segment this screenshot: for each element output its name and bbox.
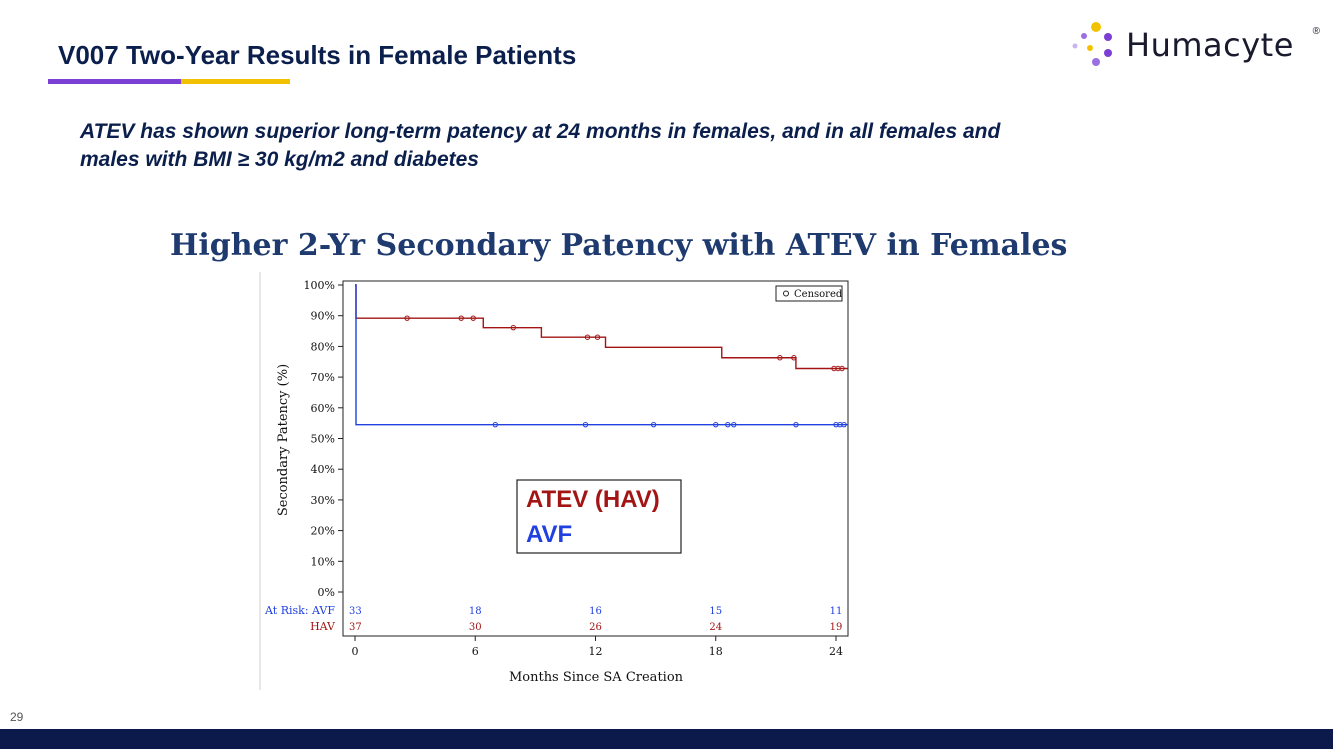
x-tick-label: 18 [709, 645, 723, 658]
censor-legend-label: Censored [794, 289, 843, 300]
x-tick-label: 0 [352, 645, 359, 658]
plot-frame [342, 280, 849, 637]
censor-mark [731, 421, 737, 428]
page-number: 29 [10, 710, 24, 724]
censor-mark [841, 421, 847, 428]
censor-mark [777, 355, 783, 361]
x-tick-label: 12 [589, 645, 603, 658]
at-risk-value-hav: 37 [349, 622, 362, 633]
censor-legend-symbol [783, 290, 789, 297]
at-risk-label-hav: HAV [310, 620, 336, 633]
censor-mark [492, 421, 498, 428]
censor-mark [404, 315, 410, 321]
subtitle-line-1: ATEV has shown superior long-term patenc… [80, 120, 1001, 143]
footer-bar [0, 729, 1333, 749]
y-tick-label: 30% [311, 494, 335, 507]
subtitle-line-2: males with BMI ≥ 30 kg/m2 and diabetes [80, 148, 479, 171]
chart-title: Higher 2-Yr Secondary Patency with ATEV … [170, 228, 1068, 263]
y-tick-label: 50% [311, 433, 335, 446]
logo-dot [1104, 33, 1112, 41]
logo-dot [1092, 58, 1100, 66]
logo-dot [1104, 49, 1112, 57]
censor-mark [791, 355, 797, 361]
logo-dots-icon [1072, 22, 1112, 66]
humacyte-logo: Humacyte ® [1068, 20, 1320, 72]
logo-dot [1087, 45, 1093, 51]
logo-text: Humacyte [1126, 26, 1294, 64]
series-line-1 [355, 284, 849, 426]
at-risk-value-hav: 24 [709, 622, 722, 633]
title-underline [48, 79, 290, 84]
y-tick-label: 60% [311, 402, 335, 415]
x-tick-label: 24 [829, 645, 843, 658]
censor-mark [594, 334, 601, 340]
y-tick-label: 20% [311, 525, 335, 538]
logo-dot [1072, 43, 1078, 49]
series-legend-box [516, 479, 682, 554]
x-tick-label: 6 [472, 645, 479, 658]
censor-mark [510, 324, 517, 331]
censor-mark [839, 365, 845, 372]
logo-dot [1081, 33, 1087, 39]
at-risk-value-avf: 11 [830, 606, 843, 617]
series-legend-label: ATEV (HAV) [526, 486, 660, 513]
y-tick-label: 40% [311, 463, 335, 476]
at-risk-value-hav: 26 [589, 622, 602, 633]
at-risk-value-hav: 19 [830, 622, 843, 633]
at-risk-value-avf: 18 [469, 606, 482, 617]
y-tick-label: 90% [311, 310, 335, 323]
at-risk-value-avf: 16 [589, 606, 602, 617]
censor-mark [470, 315, 476, 321]
y-axis-label: Secondary Patency (%) [276, 364, 291, 516]
logo-dot [1091, 22, 1101, 32]
logo-registered-mark: ® [1312, 26, 1320, 37]
y-tick-label: 0% [318, 586, 335, 599]
slide-title: V007 Two-Year Results in Female Patients [58, 40, 577, 70]
slide-subtitle: ATEV has shown superior long-term patenc… [80, 118, 1220, 174]
kaplan-meier-chart: 0% 10% 20% 30% 40% 50% 60% 70% 80% 90% 100% 0 6 12 18 2… [259, 272, 849, 690]
y-tick-label: 100% [304, 279, 335, 292]
censor-mark [650, 421, 657, 428]
censor-mark [793, 421, 799, 428]
censor-mark [458, 315, 464, 321]
censor-legend-box [775, 285, 843, 302]
series-legend-label: AVF [526, 521, 572, 548]
censor-mark [713, 421, 719, 428]
at-risk-value-avf: 15 [709, 606, 722, 617]
at-risk-label-avf: At Risk: AVF [264, 604, 335, 617]
y-tick-label: 80% [311, 340, 335, 353]
series-line-0 [355, 284, 849, 370]
censor-mark [725, 421, 731, 428]
x-axis-label: Months Since SA Creation [509, 670, 684, 685]
at-risk-value-hav: 30 [469, 622, 482, 633]
y-tick-label: 70% [311, 371, 335, 384]
censor-mark [584, 334, 591, 340]
y-tick-label: 10% [311, 555, 335, 568]
censor-mark [582, 421, 589, 428]
at-risk-value-avf: 33 [349, 606, 362, 617]
